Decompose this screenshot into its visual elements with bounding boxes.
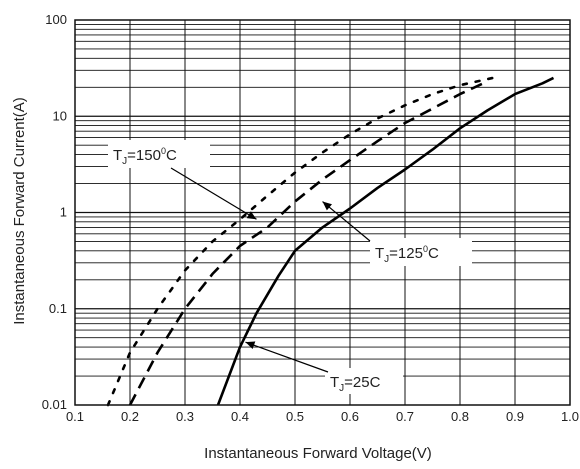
y-tick-label: 1 bbox=[60, 205, 67, 220]
y-tick-label: 10 bbox=[53, 108, 67, 123]
x-tick-label: 0.3 bbox=[176, 409, 194, 424]
annotation-label-part: 0 bbox=[423, 244, 428, 254]
annotation-box bbox=[325, 368, 403, 394]
x-tick-label: 0.2 bbox=[121, 409, 139, 424]
x-axis-title: Instantaneous Forward Voltage(V) bbox=[204, 445, 432, 462]
annotation-arrowhead bbox=[246, 211, 257, 220]
y-axis-title: Instantaneous Forward Current(A) bbox=[11, 97, 28, 325]
annotation-label-part: T bbox=[375, 245, 384, 262]
annotation-label: TJ=25C bbox=[330, 374, 381, 394]
annotation-label-part: J bbox=[384, 254, 389, 265]
annotation-arrow bbox=[170, 167, 257, 220]
annotation-box bbox=[108, 140, 210, 168]
annotation-label-part: T bbox=[113, 147, 122, 164]
annotation-label-part: =25C bbox=[344, 374, 380, 391]
annotation-label-part: C bbox=[166, 147, 177, 164]
x-tick-label: 0.8 bbox=[451, 409, 469, 424]
annotation-label-part: T bbox=[330, 374, 339, 391]
tick-labels: 0.1 0.2 0.3 0.4 0.5 0.6 0.7 0.8 0.9 1.00.010.1110… bbox=[42, 12, 579, 424]
x-tick-label: 0.9 bbox=[506, 409, 524, 424]
annotation-arrow bbox=[322, 201, 371, 242]
x-tick-label: 1.0 bbox=[561, 409, 579, 424]
y-tick-label: 100 bbox=[45, 12, 67, 27]
annotation-arrowhead bbox=[245, 341, 256, 349]
annotation-label-part: =150 bbox=[127, 147, 161, 164]
annotation-label-part: C bbox=[428, 245, 439, 262]
annotation-label-part: =125 bbox=[389, 245, 423, 262]
y-tick-label: 0.1 bbox=[49, 301, 67, 316]
annotation-box bbox=[370, 238, 472, 266]
plot-frame bbox=[74, 19, 571, 406]
x-tick-label: 0.5 bbox=[286, 409, 304, 424]
annotation-label-part: J bbox=[339, 383, 344, 394]
annotation-arrowhead bbox=[322, 201, 332, 211]
y-tick-label: 0.01 bbox=[42, 397, 67, 412]
series-line-3 bbox=[106, 76, 495, 407]
grid bbox=[75, 20, 570, 405]
series-line-2 bbox=[128, 80, 489, 406]
annotation-arrow bbox=[245, 341, 329, 373]
annotation-label-part: 0 bbox=[161, 146, 166, 156]
x-tick-label: 0.1 bbox=[66, 409, 84, 424]
x-tick-label: 0.6 bbox=[341, 409, 359, 424]
annotation-label-part: J bbox=[122, 156, 127, 167]
annotation-label: TJ=1250C bbox=[375, 244, 439, 265]
annotation-label: TJ=1500C bbox=[113, 146, 177, 167]
x-tick-label: 0.7 bbox=[396, 409, 414, 424]
series-line-1 bbox=[216, 76, 555, 406]
series-lines bbox=[106, 76, 555, 407]
x-tick-label: 0.4 bbox=[231, 409, 249, 424]
